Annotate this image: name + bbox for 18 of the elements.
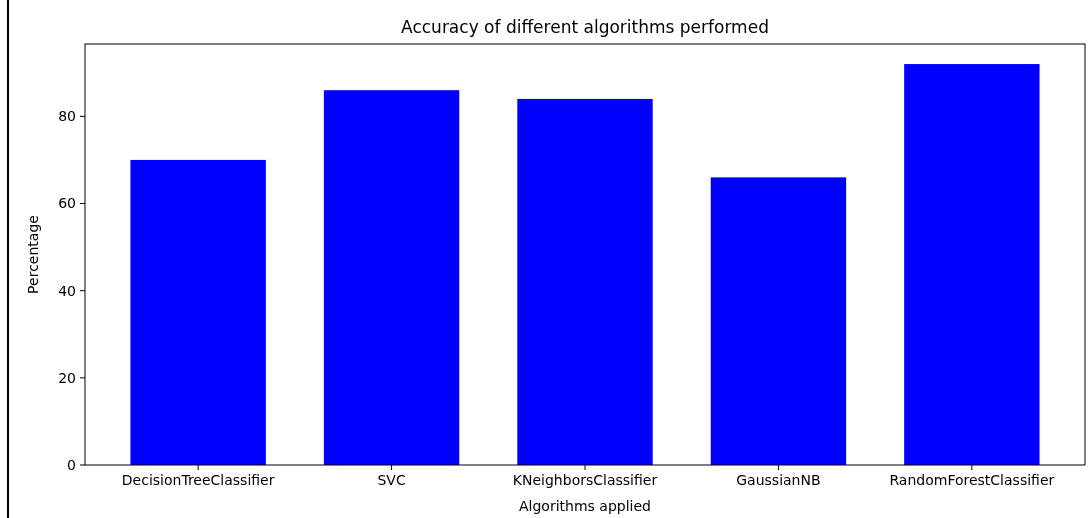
y-tick-label: 0 — [67, 456, 76, 473]
y-axis-title: Percentage — [25, 215, 41, 294]
x-tick-label: KNeighborsClassifier — [512, 472, 658, 488]
y-tick-label: 60 — [58, 195, 76, 212]
x-tick-label: SVC — [377, 472, 406, 488]
bar — [710, 177, 847, 465]
x-tick-label: GaussianNB — [736, 472, 821, 488]
bar — [130, 159, 266, 465]
y-tick-label: 80 — [58, 108, 76, 125]
bar — [904, 64, 1040, 465]
x-tick-label: DecisionTreeClassifier — [121, 472, 275, 488]
bar — [517, 98, 653, 465]
y-tick-label: 20 — [58, 369, 76, 386]
bar — [323, 90, 460, 465]
x-tick-label: RandomForestClassifier — [889, 472, 1055, 488]
chart-title: Accuracy of different algorithms performed — [401, 17, 769, 37]
y-tick-label: 40 — [58, 282, 76, 299]
x-axis-title: Algorithms applied — [519, 498, 651, 514]
